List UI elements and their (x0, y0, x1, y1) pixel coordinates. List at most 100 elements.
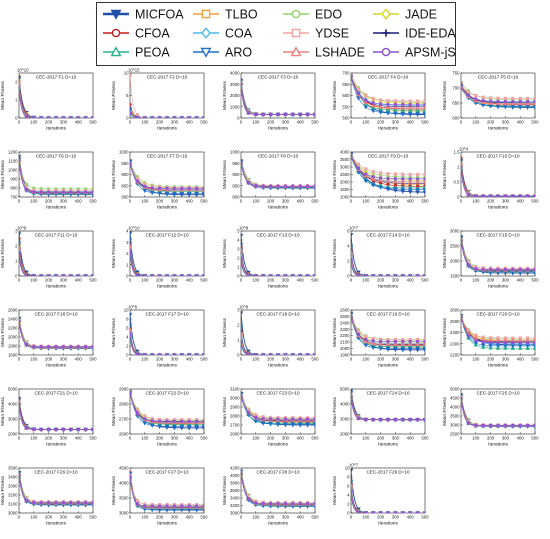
series-marker (364, 172, 368, 176)
y-tick-label: 6 (347, 484, 350, 489)
series-marker (407, 346, 413, 352)
series-marker (525, 344, 530, 349)
series-marker (407, 107, 413, 112)
series-marker (179, 424, 185, 430)
series-marker (496, 194, 500, 197)
series-marker (393, 179, 398, 184)
series-group (351, 233, 425, 276)
series-marker (24, 498, 28, 502)
x-tick-label: 500 (200, 199, 208, 204)
subplot: 0 100 200 300 400 50001000200030004000CEC-201… (222, 71, 319, 132)
series-marker (511, 267, 515, 271)
subplot: 0 100 200 300 400 500300031003200330034003500… (0, 466, 97, 527)
legend-label: ARO (225, 46, 252, 60)
y-axis-label: Mean Fitness (222, 81, 228, 110)
series-marker (371, 101, 375, 105)
x-tick-label: 0 (350, 515, 353, 520)
series-marker (503, 104, 508, 110)
series-marker (356, 162, 360, 166)
series-marker (19, 397, 22, 403)
x-tick-label: 400 (407, 436, 415, 441)
x-tick-label: 0 (240, 436, 243, 441)
series-marker (422, 187, 425, 193)
y-tick-label: 4000 (340, 402, 350, 407)
series-marker (480, 99, 486, 105)
x-tick-label: 300 (282, 436, 290, 441)
series-marker (525, 341, 530, 345)
x-tick-label: 0 (350, 120, 353, 125)
legend-marker (291, 9, 301, 19)
subplot: 0 100 200 300 400 500500550600650700CEC-2017 … (332, 71, 429, 132)
x-tick-label: 500 (531, 357, 539, 362)
series-marker (187, 186, 191, 191)
x-tick-label: 500 (89, 357, 97, 362)
series-marker (186, 507, 192, 512)
series-marker (356, 96, 361, 101)
series-group (241, 391, 315, 428)
x-tick-label: 400 (75, 199, 83, 204)
series-group (19, 396, 93, 433)
series-marker (150, 274, 154, 276)
series-marker (283, 417, 287, 421)
series-marker (488, 100, 493, 105)
series-marker (84, 116, 88, 118)
series-marker (91, 427, 93, 432)
legend-label: EDO (315, 8, 342, 22)
series-marker (19, 251, 21, 256)
series-marker (291, 184, 295, 188)
y-tick-label: 1 (15, 98, 18, 103)
legend-label: IDE-EDA (405, 27, 455, 41)
y-tick-label: 2200 (8, 326, 18, 331)
x-tick-label: 400 (75, 515, 83, 520)
y-tick-label: 4000 (119, 481, 129, 486)
x-tick-label: 0 (240, 278, 243, 283)
series-marker (54, 501, 58, 505)
series-marker (408, 172, 412, 176)
series-marker (69, 190, 73, 194)
y-tick-label: 2000 (340, 346, 350, 351)
series-marker (306, 502, 310, 506)
series-marker (261, 274, 265, 276)
x-tick-label: 300 (60, 199, 68, 204)
series-marker (241, 256, 243, 260)
y-tick-label: 850 (232, 183, 240, 188)
plot-area (18, 72, 94, 119)
y-tick-label: 3000 (8, 417, 18, 422)
subplot: 0 100 200 300 400 500700800900100011001200CEC… (0, 150, 97, 211)
series-marker (91, 274, 93, 276)
series-marker (201, 192, 204, 197)
x-tick-label: 500 (531, 278, 539, 283)
x-tick-label: 200 (45, 515, 53, 520)
series-marker (480, 103, 486, 108)
y-tick-label: 0 (15, 274, 18, 279)
subplot: 0 100 200 300 400 5008008509009501000CEC-2017… (111, 150, 208, 211)
series-marker (83, 190, 88, 194)
y-tick-label: 3 (237, 308, 240, 313)
x-tick-label: 400 (186, 357, 194, 362)
series-marker (306, 112, 310, 117)
series-marker (130, 161, 132, 165)
x-axis-label: Iterations (157, 126, 177, 132)
plot-title: CEC-2017 F16 D=10 (34, 312, 77, 317)
series-marker (473, 341, 479, 346)
series-marker (364, 337, 368, 342)
x-tick-label: 200 (487, 436, 495, 441)
series-group (351, 311, 425, 353)
series-marker (261, 353, 265, 355)
series-marker (261, 501, 265, 506)
series-marker (165, 186, 169, 190)
series-marker (400, 105, 406, 110)
x-tick-label: 100 (30, 199, 38, 204)
series-marker (306, 274, 310, 276)
series-marker (135, 116, 139, 118)
series-marker (356, 329, 360, 333)
plot-title: CEC-2017 F5 D=10 (478, 75, 519, 80)
legend-entry: APSM-jSO (373, 46, 455, 60)
series-marker (423, 177, 425, 181)
x-tick-label: 400 (297, 199, 305, 204)
y-tick-label: 1 (237, 338, 240, 343)
y-tick-label: 2100 (340, 340, 350, 345)
series-marker (83, 501, 88, 505)
